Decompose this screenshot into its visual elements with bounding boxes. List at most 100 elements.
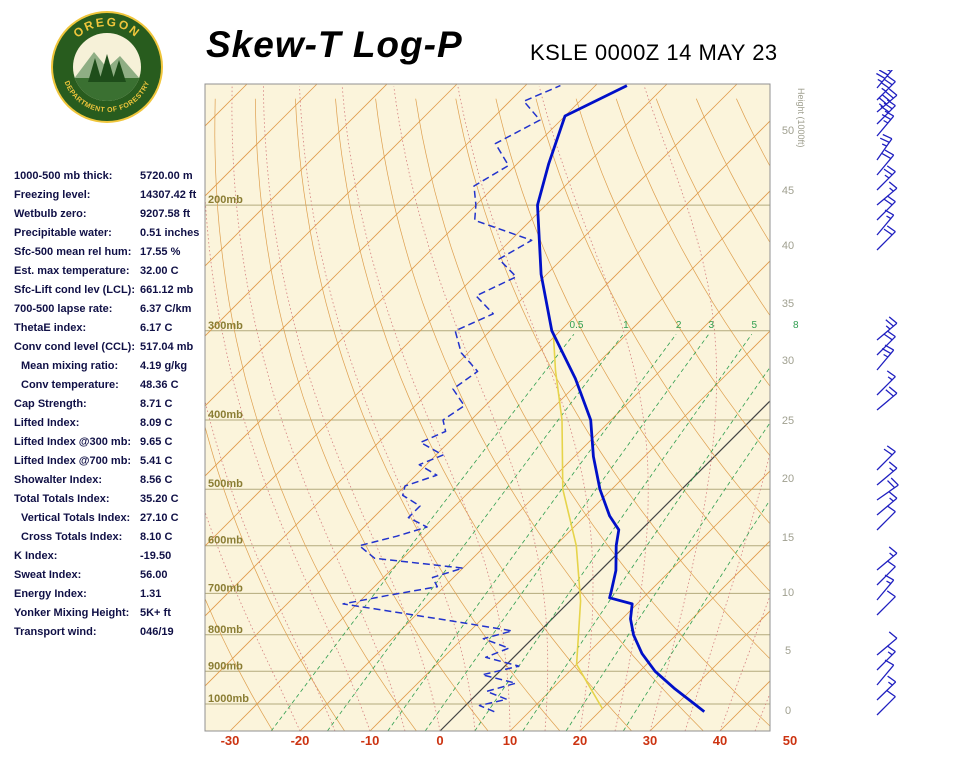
index-row: Conv cond level (CCL): 517.04 mb — [14, 341, 214, 360]
index-row: Vertical Totals Index: 27.10 C — [14, 512, 214, 531]
index-value: 6.17 C — [140, 322, 173, 334]
index-row: Lifted Index @700 mb: 5.41 C — [14, 455, 214, 474]
index-row: Sfc-500 mean rel hum: 17.55 % — [14, 246, 214, 265]
svg-text:20: 20 — [573, 733, 587, 748]
wind-barb — [876, 675, 897, 701]
index-row: Freezing level: 14307.42 ft — [14, 189, 214, 208]
wind-barb — [876, 149, 895, 176]
svg-text:30: 30 — [782, 355, 794, 367]
index-row: Yonker Mixing Height: 5K+ ft — [14, 607, 214, 626]
index-value: 517.04 mb — [140, 341, 194, 353]
index-label: Mean mixing ratio: — [21, 360, 119, 372]
odf-logo: OREGON DEPARTMENT OF FORESTRY — [51, 11, 163, 123]
index-value: 1.31 — [140, 588, 162, 600]
index-row: Conv temperature: 48.36 C — [14, 379, 214, 398]
svg-text:600mb: 600mb — [208, 535, 243, 547]
index-label: Sfc-Lift cond lev (LCL): — [14, 284, 135, 296]
index-row: Sweat Index: 56.00 — [14, 569, 214, 588]
wind-barb — [876, 386, 898, 411]
parcel-trace — [552, 330, 604, 710]
temperature-axis-labels: -30 -20 -10 0 10 20 30 40 50 — [221, 733, 798, 748]
index-value: -19.50 — [140, 550, 172, 562]
svg-text:50: 50 — [782, 125, 794, 137]
wind-barb — [876, 88, 898, 113]
height-axis-title: Height (1000ft) — [796, 88, 806, 148]
indices-panel: 1000-500 mb thick: 5720.00 m Freezing leve… — [14, 170, 214, 645]
plot-background — [205, 84, 770, 731]
index-value: 14307.42 ft — [140, 189, 197, 201]
wind-barb — [876, 99, 896, 125]
svg-text:0: 0 — [436, 733, 443, 748]
index-label: Total Totals Index: — [14, 493, 110, 505]
index-value: 27.10 C — [140, 512, 179, 524]
wind-barb — [876, 133, 893, 161]
index-label: ThetaE index: — [14, 322, 87, 334]
index-value: 35.20 C — [140, 493, 179, 505]
index-value: 48.36 C — [140, 379, 179, 391]
temperature-trace — [536, 84, 706, 713]
wind-barb — [876, 477, 899, 501]
svg-text:800mb: 800mb — [208, 624, 243, 636]
logo-forest-scene — [73, 52, 141, 101]
station-datetime: KSLE 0000Z 14 MAY 23 — [530, 40, 778, 65]
svg-text:10: 10 — [782, 587, 794, 599]
index-label: Transport wind: — [14, 626, 97, 638]
index-label: K Index: — [14, 550, 58, 562]
plot-border — [204, 83, 771, 732]
index-label: Sfc-500 mean rel hum: — [14, 246, 132, 258]
svg-text:0.5: 0.5 — [570, 320, 584, 331]
wind-barb — [876, 209, 895, 236]
index-label: Est. max temperature: — [14, 265, 130, 277]
index-label: Lifted Index: — [14, 417, 80, 429]
wind-barb — [876, 110, 895, 137]
svg-text:50: 50 — [783, 733, 797, 748]
index-value: 6.37 C/km — [140, 303, 192, 315]
svg-text:20: 20 — [782, 473, 794, 485]
index-row: 1000-500 mb thick: 5720.00 m — [14, 170, 214, 189]
sounding-traces — [342, 84, 706, 713]
index-label: Yonker Mixing Height: — [14, 607, 130, 619]
svg-text:3: 3 — [709, 320, 715, 331]
index-label: Lifted Index @700 mb: — [14, 455, 132, 467]
index-value: 046/19 — [140, 626, 174, 638]
wind-barb — [876, 491, 898, 516]
index-label: Wetbulb zero: — [14, 208, 87, 220]
svg-text:-30: -30 — [221, 733, 240, 748]
wind-barb — [876, 181, 898, 206]
index-row: K Index: -19.50 — [14, 550, 214, 569]
index-label: 700-500 lapse rate: — [14, 303, 113, 315]
wind-barb — [876, 505, 896, 531]
index-value: 5720.00 m — [140, 170, 193, 182]
index-label: Cap Strength: — [14, 398, 87, 410]
svg-text:5: 5 — [752, 320, 758, 331]
index-label: Conv temperature: — [21, 379, 119, 391]
wind-barb — [876, 316, 898, 341]
svg-text:900mb: 900mb — [208, 660, 243, 672]
svg-text:2: 2 — [676, 320, 682, 331]
index-value: 9207.58 ft — [140, 208, 191, 220]
index-row: Showalter Index: 8.56 C — [14, 474, 214, 493]
index-row: Lifted Index: 8.09 C — [14, 417, 214, 436]
index-value: 5K+ ft — [140, 607, 171, 619]
index-value: 17.55 % — [140, 246, 181, 258]
svg-text:400mb: 400mb — [208, 409, 243, 421]
wind-barb — [876, 370, 896, 396]
svg-text:-10: -10 — [361, 733, 380, 748]
wind-barb — [876, 70, 893, 89]
index-label: Precipitable water: — [14, 227, 112, 239]
index-row: Mean mixing ratio: 4.19 g/kg — [14, 360, 214, 379]
page-title: Skew-T Log-P — [206, 24, 463, 65]
svg-text:1: 1 — [623, 320, 629, 331]
index-label: Cross Totals Index: — [21, 531, 123, 543]
svg-text:10: 10 — [503, 733, 517, 748]
index-value: 4.19 g/kg — [140, 360, 188, 372]
index-value: 0.51 inches — [140, 227, 200, 239]
index-label: Energy Index: — [14, 588, 87, 600]
index-value: 8.71 C — [140, 398, 173, 410]
index-value: 8.09 C — [140, 417, 173, 429]
index-label: Showalter Index: — [14, 474, 103, 486]
index-value: 8.10 C — [140, 531, 173, 543]
index-value: 661.12 mb — [140, 284, 194, 296]
